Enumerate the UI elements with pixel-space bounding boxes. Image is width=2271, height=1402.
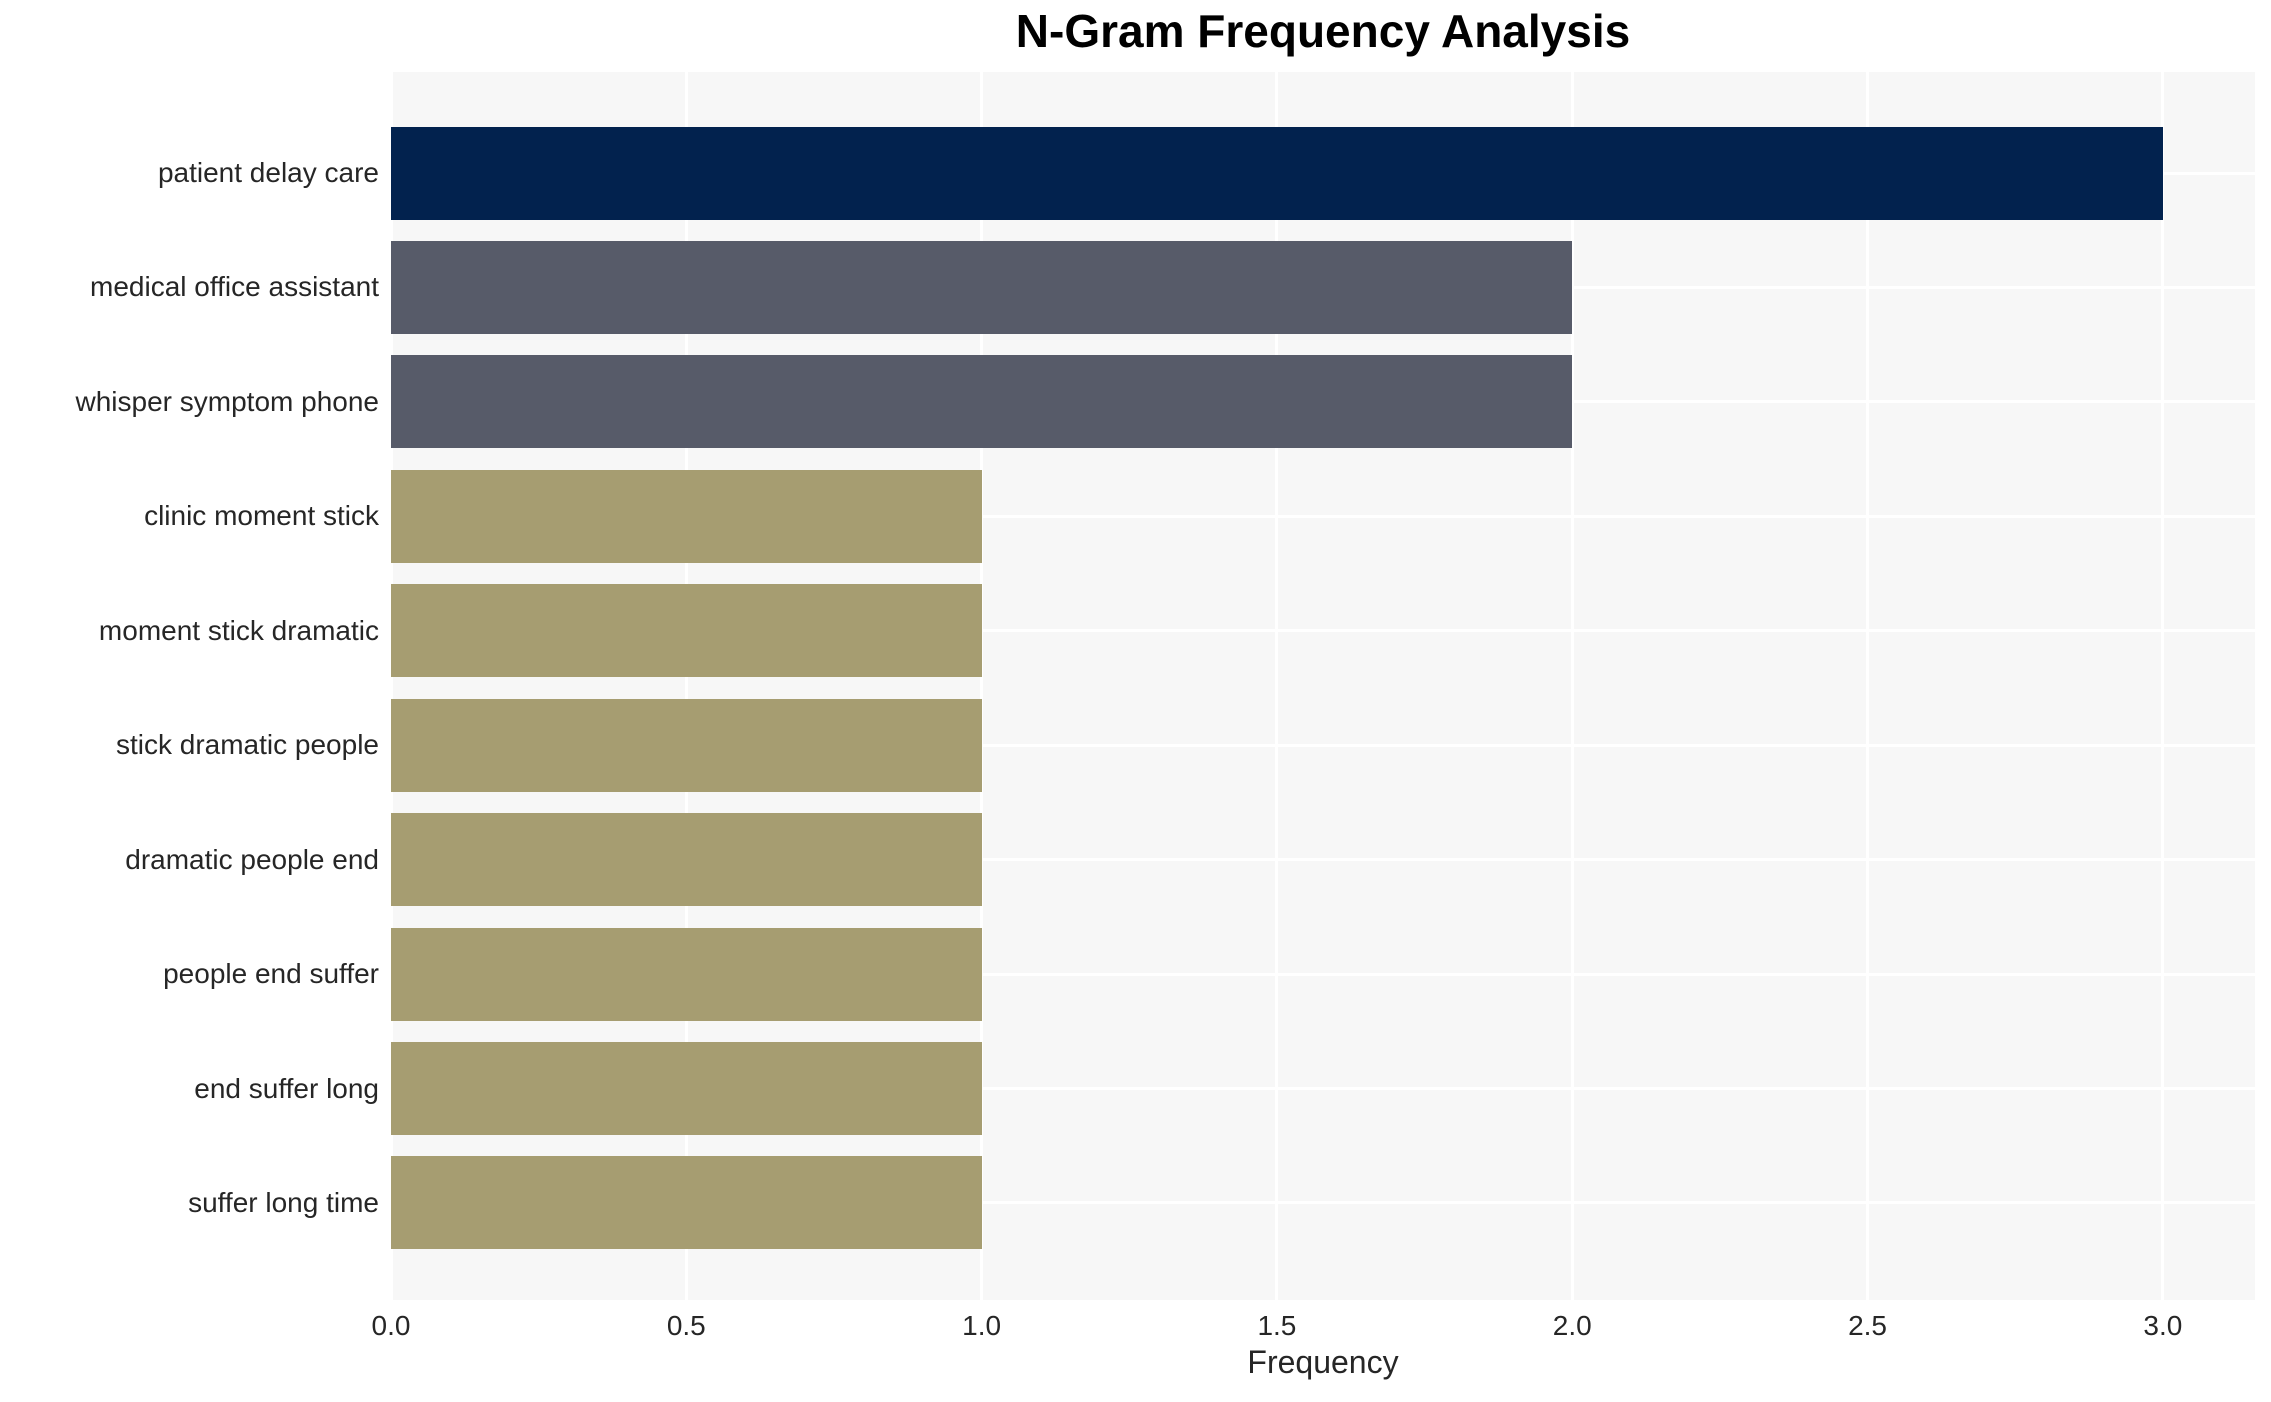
x-tick-label: 1.0 xyxy=(962,1310,1002,1341)
plot-area xyxy=(389,72,2255,1300)
x-gridline xyxy=(1275,72,1279,1300)
y-tick-label: stick dramatic people xyxy=(115,729,379,761)
bar-people-end-suffer xyxy=(391,927,982,1021)
x-axis-title: Frequency xyxy=(1247,1344,1399,1380)
bar-medical-office-assistant xyxy=(391,240,1573,334)
x-tick-label: 3.0 xyxy=(2143,1310,2183,1341)
y-gridline xyxy=(391,514,2255,518)
y-gridline xyxy=(391,1201,2255,1205)
x-tick-label: 2.0 xyxy=(1552,1310,1592,1341)
y-gridline xyxy=(391,972,2255,976)
y-tick-label: suffer long time xyxy=(188,1186,379,1218)
x-tick-label: 2.5 xyxy=(1848,1310,1888,1341)
x-gridline xyxy=(1570,72,1574,1300)
y-tick-label: medical office assistant xyxy=(90,271,379,303)
y-tick-label: end suffer long xyxy=(194,1072,379,1104)
x-gridline xyxy=(2161,72,2165,1300)
x-tick-label: 1.5 xyxy=(1257,1310,1297,1341)
x-gridline xyxy=(389,72,393,1300)
x-gridline xyxy=(980,72,984,1300)
bar-moment-stick-dramatic xyxy=(391,584,982,678)
chart-title: N-Gram Frequency Analysis xyxy=(1015,5,1631,57)
y-tick-label: whisper symptom phone xyxy=(75,385,379,417)
bar-suffer-long-time xyxy=(391,1156,982,1250)
y-tick-label: people end suffer xyxy=(163,958,379,990)
y-tick-label: patient delay care xyxy=(157,157,379,188)
x-tick-label: 0.0 xyxy=(371,1310,411,1341)
bar-dramatic-people-end xyxy=(391,813,982,907)
bar-clinic-moment-stick xyxy=(391,469,982,563)
y-gridline xyxy=(391,629,2255,633)
y-tick-label: dramatic people end xyxy=(125,843,379,875)
y-tick-label: clinic moment stick xyxy=(144,500,379,532)
y-tick-label: moment stick dramatic xyxy=(98,614,379,646)
bar-whisper-symptom-phone xyxy=(391,355,1573,449)
bar-stick-dramatic-people xyxy=(391,698,982,792)
x-gridline xyxy=(1866,72,1870,1300)
y-gridline xyxy=(391,858,2255,862)
bar-end-suffer-long xyxy=(391,1042,982,1136)
y-gridline xyxy=(391,1087,2255,1091)
x-tick-label: 0.5 xyxy=(666,1310,706,1341)
bar-patient-delay-care xyxy=(391,126,2163,220)
y-gridline xyxy=(391,743,2255,747)
x-gridline xyxy=(684,72,688,1300)
